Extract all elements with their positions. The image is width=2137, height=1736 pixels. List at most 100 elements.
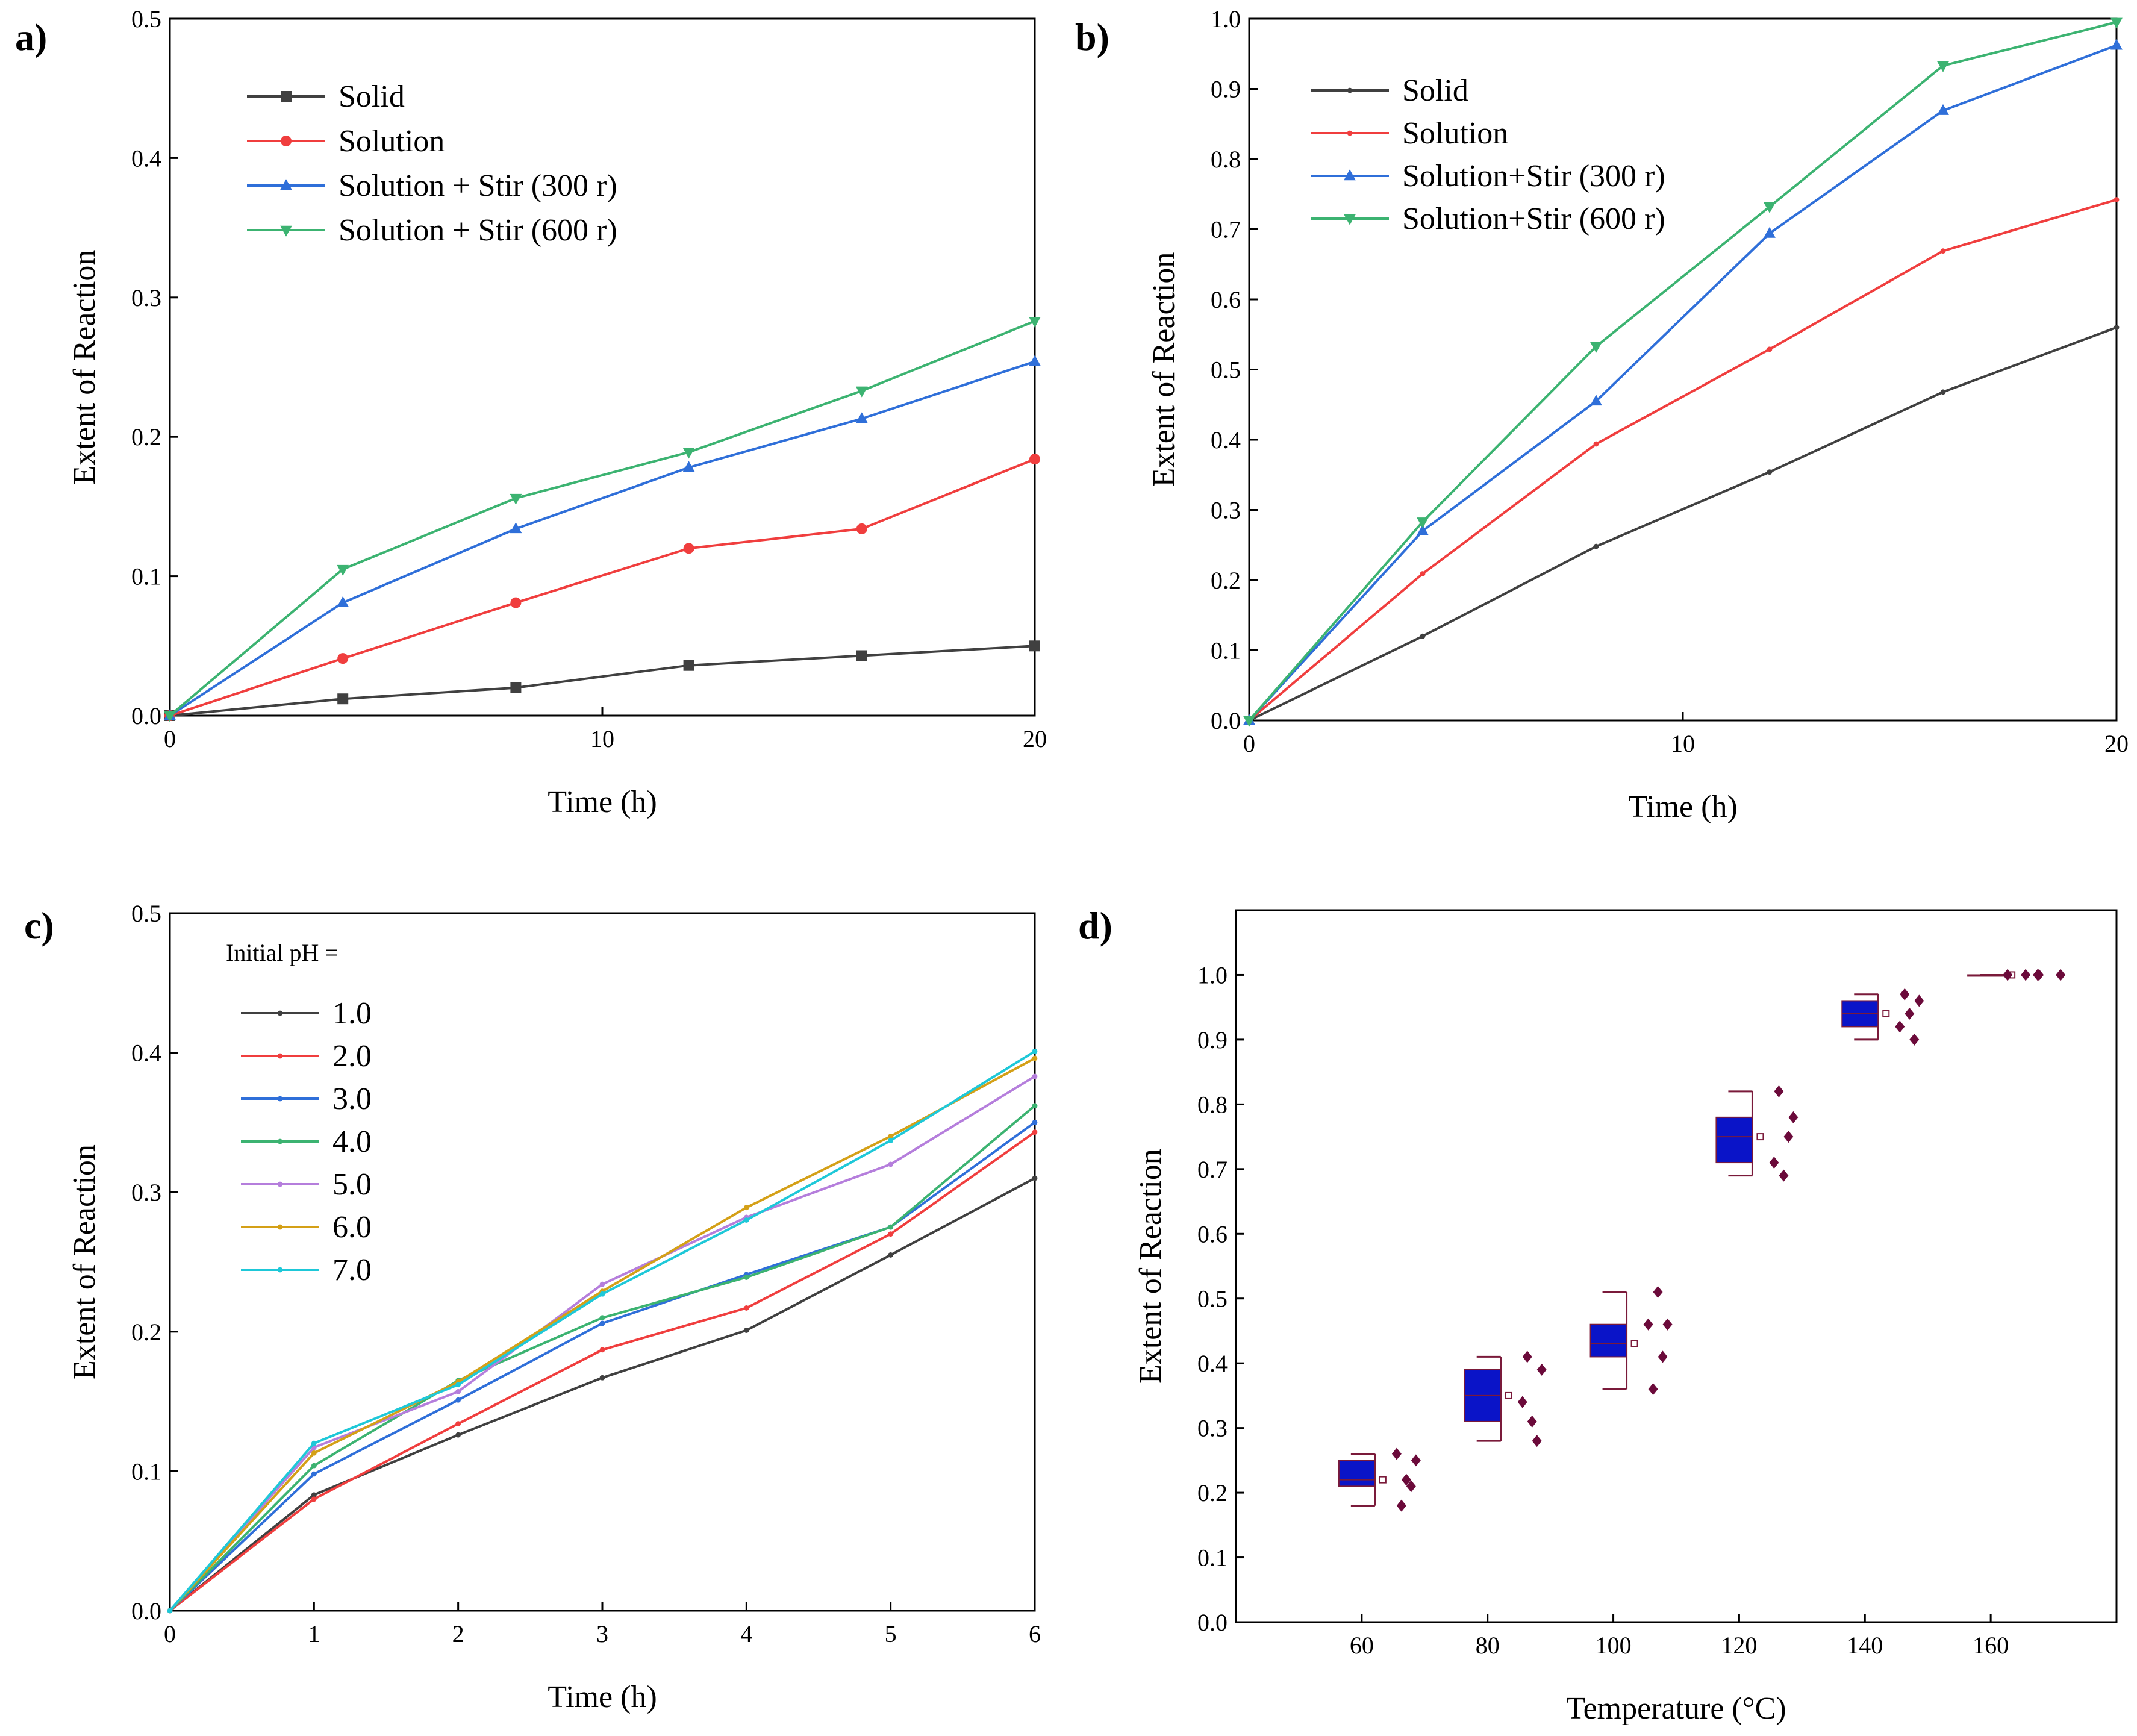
y-tick-label: 0.2 (1211, 567, 1241, 594)
data-point (1411, 1454, 1421, 1467)
y-tick-label: 0.8 (1197, 1091, 1228, 1118)
y-tick-label: 0.2 (131, 423, 161, 451)
data-point (337, 596, 349, 607)
data-point (311, 1463, 317, 1469)
legend-marker (1347, 87, 1353, 93)
y-axis-title: Extent of Reaction (1134, 1149, 1168, 1384)
x-tick-label: 100 (1596, 1632, 1632, 1659)
chart-c: 0.0 0.1 0.2 0.3 0.4 0.5 0 1 2 3 4 5 6 Time (h) Extent … (67, 900, 1041, 1714)
legend-label: 4.0 (332, 1125, 372, 1159)
data-point (1420, 571, 1426, 576)
box-group-140 (1841, 988, 1924, 1046)
series-line (169, 360, 1035, 717)
series-line (169, 320, 1035, 717)
x-tick-label: 3 (596, 1620, 608, 1647)
data-point (311, 1496, 317, 1502)
data-point (888, 1134, 894, 1139)
chart-a: 0.0 0.1 0.2 0.3 0.4 0.5 0 10 20 Time (h) Extent of… (67, 5, 1047, 819)
iqr-box (1715, 1116, 1753, 1164)
data-point (1905, 1007, 1915, 1020)
x-tick-label: 160 (1973, 1632, 2009, 1659)
x-tick-label: 10 (590, 725, 614, 752)
y-tick-label: 0.5 (1211, 357, 1241, 384)
data-point (1029, 355, 1041, 366)
data-point (1029, 640, 1040, 652)
series-solution-stir-600-r- (1243, 17, 2123, 727)
series-4-0 (167, 1103, 1038, 1614)
data-point (1662, 1318, 1673, 1331)
data-point (1532, 1435, 1542, 1447)
legend-label: 2.0 (332, 1039, 372, 1073)
data-point (1032, 1103, 1038, 1109)
data-point (1420, 633, 1426, 639)
data-point (856, 650, 867, 661)
x-tick-label: 1 (308, 1620, 320, 1647)
data-point (1391, 1447, 1402, 1460)
y-axis-title: Extent of Reaction (1147, 252, 1181, 487)
legend-label: 6.0 (332, 1210, 372, 1244)
y-tick-label: 0.4 (131, 145, 161, 172)
legend-label: Solid (338, 80, 405, 114)
box-group-160 (1967, 969, 2066, 981)
y-tick-label: 0.1 (131, 1458, 161, 1485)
data-point (2114, 325, 2120, 330)
data-point (1767, 346, 1773, 352)
legend-marker (281, 91, 292, 102)
data-point (1406, 1480, 1416, 1493)
legend-marker (281, 136, 292, 146)
data-point (743, 1217, 749, 1223)
data-point (337, 653, 349, 664)
data-point (1032, 1175, 1038, 1181)
legend-marker (1347, 130, 1353, 136)
y-tick-label: 1.0 (1197, 961, 1228, 988)
data-point (1895, 1020, 1905, 1033)
data-point (2021, 969, 2031, 981)
x-tick-label: 10 (1671, 730, 1695, 757)
data-point (683, 660, 694, 671)
y-tick-label: 0.9 (1211, 76, 1241, 103)
y-tick-label: 0.3 (131, 284, 161, 311)
x-tick-label: 0 (1243, 730, 1255, 757)
series-1-0 (167, 1175, 1038, 1614)
series-line (169, 1177, 1035, 1612)
data-point (855, 412, 868, 423)
mean-marker (1630, 1340, 1638, 1347)
data-point (743, 1205, 749, 1211)
legend-marker (277, 1096, 283, 1102)
legend-marker (280, 179, 292, 190)
data-point (1593, 543, 1599, 549)
data-point (2056, 969, 2066, 981)
data-point (743, 1305, 749, 1311)
data-point (683, 543, 694, 554)
iqr-box (1338, 1460, 1376, 1487)
data-point (743, 1328, 749, 1333)
mean-marker (1756, 1133, 1764, 1141)
legend-label: Solution (338, 124, 445, 158)
x-tick-label: 4 (740, 1620, 752, 1647)
series-solution (1246, 197, 2120, 723)
data-point (1032, 1073, 1038, 1079)
y-tick-label: 1.0 (1211, 5, 1241, 33)
y-tick-label: 0.5 (1197, 1285, 1228, 1313)
legend-label: 3.0 (332, 1082, 372, 1116)
data-point (311, 1450, 317, 1456)
y-tick-label: 0.5 (131, 900, 161, 927)
data-point (1783, 1131, 1794, 1143)
series-line (169, 1131, 1036, 1612)
legend-label: Solution+Stir (300 r) (1402, 159, 1665, 193)
data-point (888, 1138, 894, 1143)
legend-label: Solution + Stir (600 r) (338, 213, 617, 248)
y-tick-label: 0.3 (131, 1179, 161, 1206)
x-tick-label: 2 (452, 1620, 464, 1647)
legend-marker (1344, 169, 1356, 181)
data-point (599, 1375, 605, 1381)
data-point (1517, 1396, 1527, 1408)
data-point (599, 1291, 605, 1297)
mean-marker (1882, 1010, 1890, 1017)
data-point (311, 1440, 317, 1446)
x-tick-label: 140 (1847, 1632, 1883, 1659)
box-group-60 (1338, 1447, 1421, 1512)
data-point (1764, 226, 1776, 238)
chart-d: 0.0 0.1 0.2 0.3 0.4 0.5 0.6 0.7 0.8 0.9 1.0 60 80 100… (1134, 909, 2118, 1726)
y-axis-title: Extent of Reaction (67, 1144, 102, 1379)
